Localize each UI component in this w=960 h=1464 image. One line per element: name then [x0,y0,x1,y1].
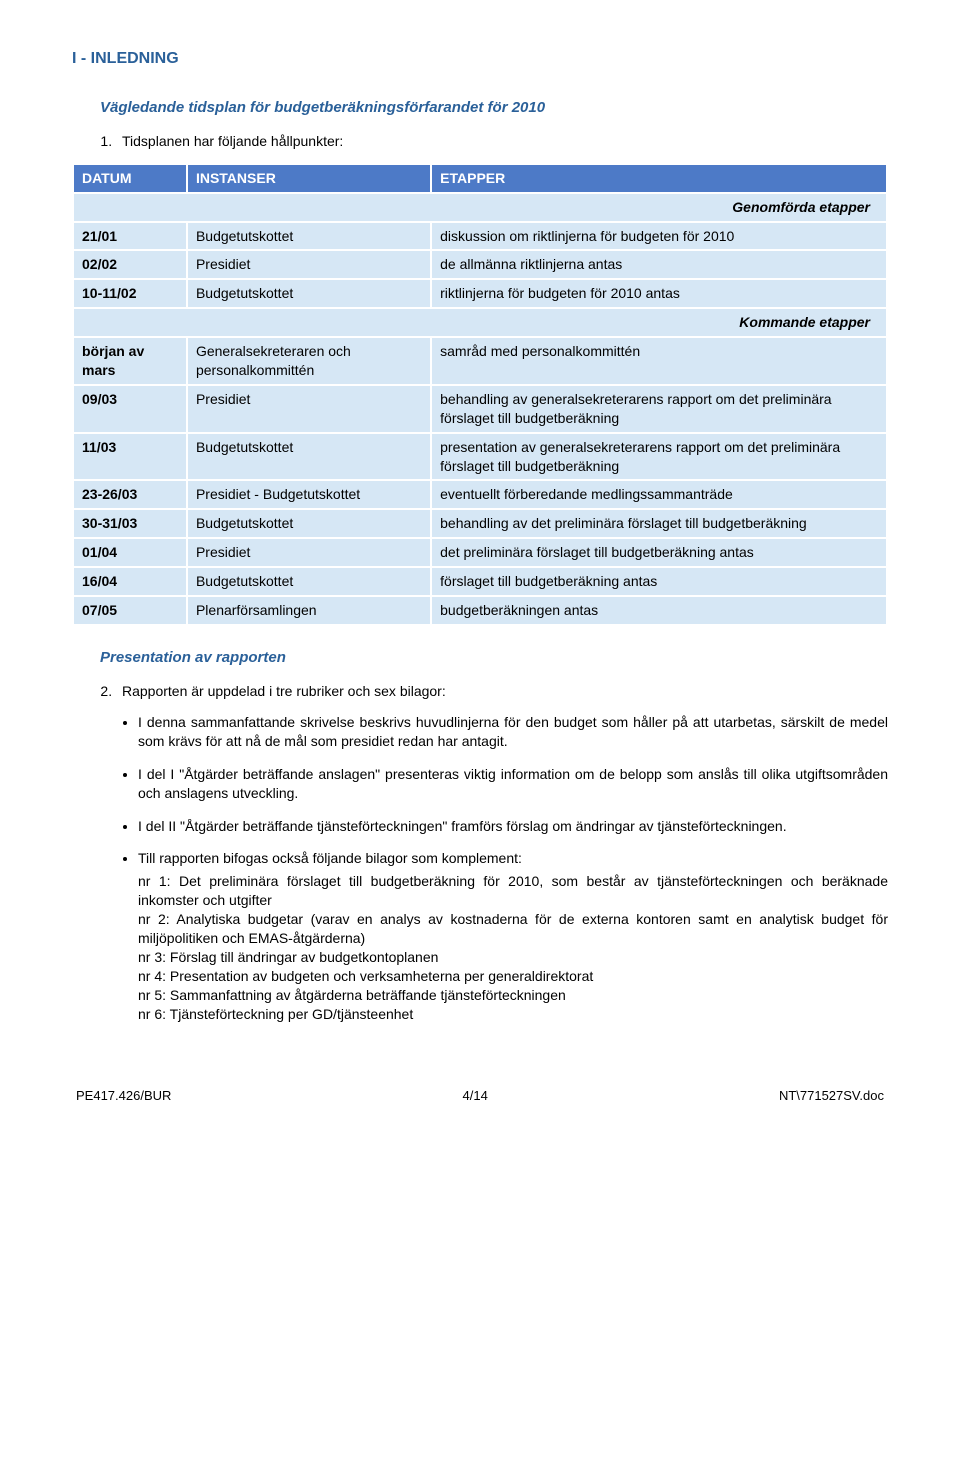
table-cell: 07/05 [73,596,187,625]
table-row: 23-26/03Presidiet - Budgetutskottetevent… [73,480,887,509]
list-item-intro: Tidsplanen har följande hållpunkter: [116,132,888,151]
table-cell: Generalsekreteraren och personalkommitté… [187,337,431,385]
table-cell: 09/03 [73,385,187,433]
table-cell: Presidiet [187,538,431,567]
table-row: början av marsGeneralsekreteraren och pe… [73,337,887,385]
table-row: 01/04Presidietdet preliminära förslaget … [73,538,887,567]
table-cell: presentation av generalsekreterarens rap… [431,433,887,481]
table-cell: Presidiet [187,385,431,433]
table-row: 10-11/02Budgetutskottetriktlinjerna för … [73,279,887,308]
table-cell: budgetberäkningen antas [431,596,887,625]
table-cell: 21/01 [73,222,187,251]
bullet-item: I del II "Åtgärder beträffande tjänstefö… [138,817,888,836]
bullet-item: I del I "Åtgärder beträffande anslagen" … [138,765,888,803]
bullet-subline: nr 3: Förslag till ändringar av budgetko… [138,948,888,967]
col-header-date: DATUM [73,164,187,193]
table-cell: Budgetutskottet [187,567,431,596]
list-item-report: Rapporten är uppdelad i tre rubriker och… [116,682,888,701]
col-header-stage: ETAPPER [431,164,887,193]
numbered-list-1: Tidsplanen har följande hållpunkter: [116,132,888,151]
table-cell: Plenarförsamlingen [187,596,431,625]
bullet-text: Till rapporten bifogas också följande bi… [138,850,522,866]
table-cell: det preliminära förslaget till budgetber… [431,538,887,567]
table-cell: Budgetutskottet [187,433,431,481]
footer-left: PE417.426/BUR [76,1087,171,1105]
table-cell: 02/02 [73,250,187,279]
table-cell: behandling av det preliminära förslaget … [431,509,887,538]
subsection-heading-timeline: Vägledande tidsplan för budgetberäknings… [100,98,888,118]
table-cell: början av mars [73,337,187,385]
section-heading: I - INLEDNING [72,48,888,70]
table-row: 30-31/03Budgetutskottetbehandling av det… [73,509,887,538]
table-cell: 30-31/03 [73,509,187,538]
table-cell: Presidiet [187,250,431,279]
table-subheading-cell: Kommande etapper [73,308,887,337]
table-cell: Presidiet - Budgetutskottet [187,480,431,509]
table-subheading-cell: Genomförda etapper [73,193,887,222]
table-row: 02/02Presidietde allmänna riktlinjerna a… [73,250,887,279]
table-cell: diskussion om riktlinjerna för budgeten … [431,222,887,251]
col-header-instance: INSTANSER [187,164,431,193]
table-cell: eventuellt förberedande medlingssammantr… [431,480,887,509]
table-cell: 10-11/02 [73,279,187,308]
table-cell: förslaget till budgetberäkning antas [431,567,887,596]
bullet-item: I denna sammanfattande skrivelse beskriv… [138,713,888,751]
bullet-subline: nr 6: Tjänsteförteckning per GD/tjänstee… [138,1005,888,1024]
table-cell: 01/04 [73,538,187,567]
table-row: 09/03Presidietbehandling av generalsekre… [73,385,887,433]
table-cell: Budgetutskottet [187,509,431,538]
footer-center: 4/14 [463,1087,488,1105]
subsection-heading-presentation: Presentation av rapporten [100,648,888,668]
table-cell: 23-26/03 [73,480,187,509]
page-footer: PE417.426/BUR 4/14 NT\771527SV.doc [72,1087,888,1105]
table-row: 16/04Budgetutskottetförslaget till budge… [73,567,887,596]
table-subheading-row: Genomförda etapper [73,193,887,222]
table-row: 21/01Budgetutskottetdiskussion om riktli… [73,222,887,251]
bullet-item: Till rapporten bifogas också följande bi… [138,849,888,1023]
bullet-list: I denna sammanfattande skrivelse beskriv… [138,713,888,1023]
table-cell: 16/04 [73,567,187,596]
bullet-subline: nr 5: Sammanfattning av åtgärderna beträ… [138,986,888,1005]
table-subheading-row: Kommande etapper [73,308,887,337]
table-row: 11/03Budgetutskottetpresentation av gene… [73,433,887,481]
numbered-list-2: Rapporten är uppdelad i tre rubriker och… [116,682,888,701]
footer-right: NT\771527SV.doc [779,1087,884,1105]
bullet-subline: nr 4: Presentation av budgeten och verks… [138,967,888,986]
schedule-table: DATUM INSTANSER ETAPPER Genomförda etapp… [72,163,888,626]
bullet-subline: nr 2: Analytiska budgetar (varav en anal… [138,910,888,948]
bullet-text: I denna sammanfattande skrivelse beskriv… [138,714,888,749]
bullet-sublines: nr 1: Det preliminära förslaget till bud… [138,872,888,1023]
table-cell: de allmänna riktlinjerna antas [431,250,887,279]
table-cell: behandling av generalsekreterarens rappo… [431,385,887,433]
bullet-text: I del II "Åtgärder beträffande tjänstefö… [138,818,787,834]
table-cell: 11/03 [73,433,187,481]
table-cell: Budgetutskottet [187,279,431,308]
table-cell: riktlinjerna för budgeten för 2010 antas [431,279,887,308]
table-row: 07/05Plenarförsamlingenbudgetberäkningen… [73,596,887,625]
table-cell: Budgetutskottet [187,222,431,251]
bullet-subline: nr 1: Det preliminära förslaget till bud… [138,872,888,910]
table-cell: samråd med personalkommittén [431,337,887,385]
table-header-row: DATUM INSTANSER ETAPPER [73,164,887,193]
bullet-text: I del I "Åtgärder beträffande anslagen" … [138,766,888,801]
